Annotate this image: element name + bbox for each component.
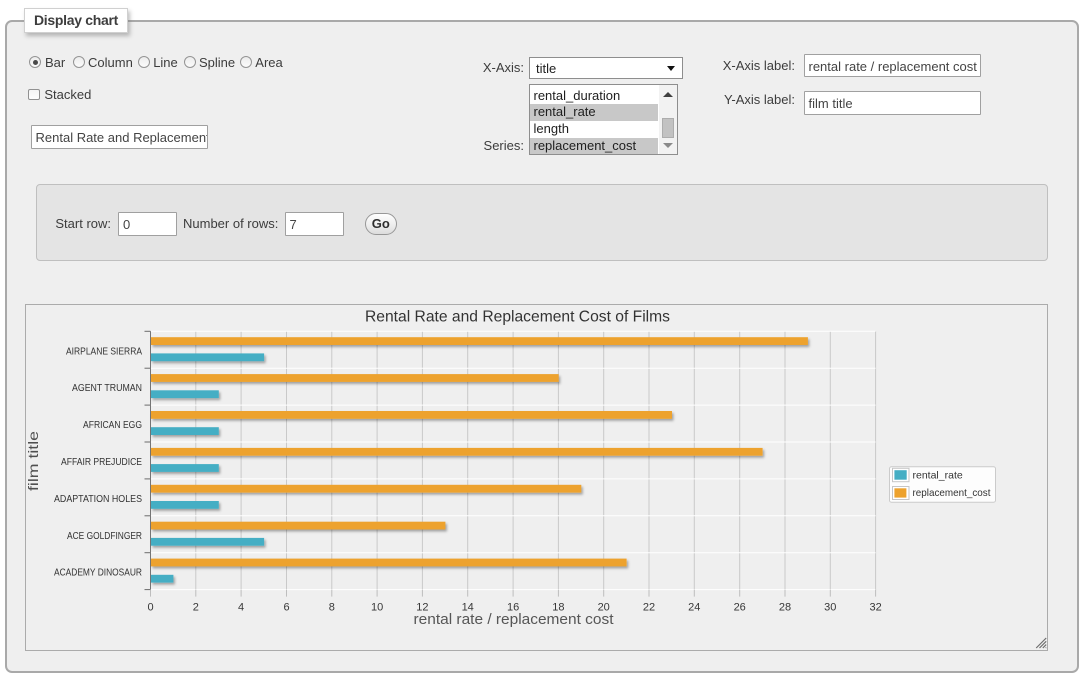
svg-text:Rental Rate and Replacement Co: Rental Rate and Replacement Cost of Film… xyxy=(365,309,670,326)
svg-text:32: 32 xyxy=(869,602,881,614)
svg-text:12: 12 xyxy=(416,602,428,614)
svg-text:rental rate / replacement cost: rental rate / replacement cost xyxy=(413,611,614,628)
svg-text:22: 22 xyxy=(642,602,654,614)
svg-text:8: 8 xyxy=(328,602,334,614)
svg-text:20: 20 xyxy=(597,602,609,614)
svg-text:AFRICAN EGG: AFRICAN EGG xyxy=(83,420,142,431)
svg-text:AFFAIR PREJUDICE: AFFAIR PREJUDICE xyxy=(61,457,142,468)
svg-text:30: 30 xyxy=(824,602,836,614)
svg-text:rental_rate: rental_rate xyxy=(912,470,962,482)
svg-text:14: 14 xyxy=(461,602,473,614)
svg-text:2: 2 xyxy=(192,602,198,614)
svg-text:4: 4 xyxy=(238,602,244,614)
svg-text:26: 26 xyxy=(733,602,745,614)
svg-text:ACE GOLDFINGER: ACE GOLDFINGER xyxy=(67,531,142,542)
svg-text:ADAPTATION HOLES: ADAPTATION HOLES xyxy=(54,494,142,505)
svg-text:0: 0 xyxy=(147,602,153,614)
svg-text:AIRPLANE SIERRA: AIRPLANE SIERRA xyxy=(66,346,142,357)
svg-text:16: 16 xyxy=(506,602,518,614)
svg-text:AGENT TRUMAN: AGENT TRUMAN xyxy=(72,383,142,394)
svg-text:24: 24 xyxy=(688,602,700,614)
svg-text:10: 10 xyxy=(370,602,382,614)
svg-text:ACADEMY DINOSAUR: ACADEMY DINOSAUR xyxy=(54,568,142,579)
svg-text:film title: film title xyxy=(26,431,41,491)
svg-text:18: 18 xyxy=(552,602,564,614)
svg-text:28: 28 xyxy=(778,602,790,614)
svg-text:replacement_cost: replacement_cost xyxy=(912,487,990,499)
svg-text:6: 6 xyxy=(283,602,289,614)
